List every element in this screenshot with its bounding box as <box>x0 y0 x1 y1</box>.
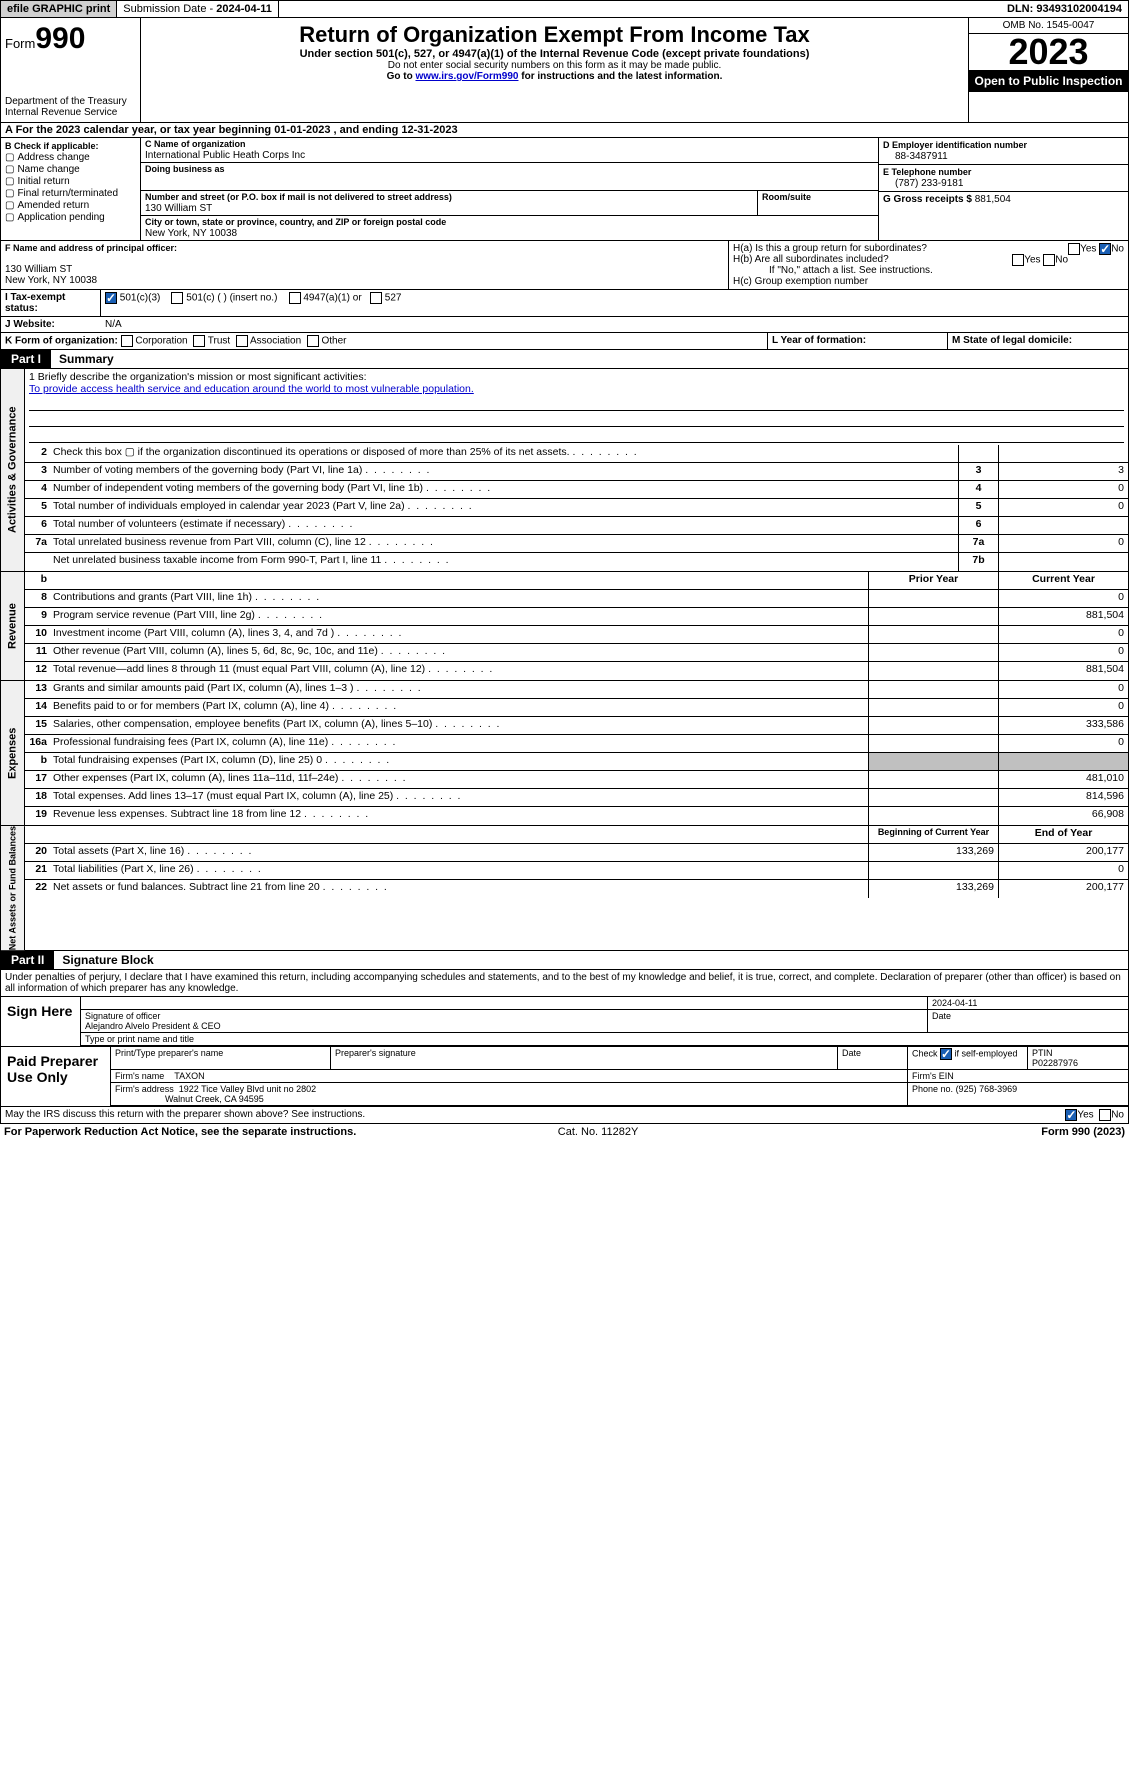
tax-year: 2023 <box>969 34 1128 70</box>
ptin: P02287976 <box>1032 1058 1078 1068</box>
gross-receipts: 881,504 <box>975 194 1011 205</box>
hb-no[interactable] <box>1043 254 1055 266</box>
rev-label: Revenue <box>1 572 25 680</box>
chk-address-change[interactable]: Address change <box>5 152 136 163</box>
irs-label: Internal Revenue Service <box>5 107 136 118</box>
dln: DLN: 93493102004194 <box>1001 1 1128 17</box>
chk-final-return[interactable]: Final return/terminated <box>5 188 136 199</box>
row-k-l-m: K Form of organization: Corporation Trus… <box>0 333 1129 350</box>
paid-preparer-label: Paid Preparer Use Only <box>1 1047 111 1106</box>
hb-yes[interactable] <box>1012 254 1024 266</box>
submission-date: Submission Date - 2024-04-11 <box>117 1 279 17</box>
row-f-h: F Name and address of principal officer:… <box>0 241 1129 290</box>
chk-self-employed[interactable] <box>940 1048 952 1060</box>
irs-link[interactable]: www.irs.gov/Form990 <box>415 71 518 82</box>
firm-name: TAXON <box>174 1071 204 1081</box>
row-j-website: J Website: N/A <box>0 317 1129 333</box>
chk-assoc[interactable] <box>236 335 248 347</box>
mission-question: 1 Briefly describe the organization's mi… <box>29 371 1124 383</box>
section-d-e-g: D Employer identification number88-34879… <box>878 138 1128 240</box>
chk-other[interactable] <box>307 335 319 347</box>
revenue-section: Revenue bPrior YearCurrent Year 8Contrib… <box>0 572 1129 681</box>
part-2-header: Part II Signature Block <box>0 951 1129 970</box>
form-title: Return of Organization Exempt From Incom… <box>145 22 964 48</box>
section-a-period: A For the 2023 calendar year, or tax yea… <box>0 123 1129 138</box>
header-grid: B Check if applicable: Address change Na… <box>0 138 1129 241</box>
chk-name-change[interactable]: Name change <box>5 164 136 175</box>
officer-addr1: 130 William ST <box>5 264 724 275</box>
city-state-zip: New York, NY 10038 <box>145 228 237 239</box>
subtitle-1: Under section 501(c), 527, or 4947(a)(1)… <box>145 48 964 60</box>
signature-block: Under penalties of perjury, I declare th… <box>0 970 1129 1107</box>
ein: 88-3487911 <box>883 151 948 162</box>
chk-4947[interactable] <box>289 292 301 304</box>
chk-501c[interactable] <box>171 292 183 304</box>
form-header: Form990 Department of the Treasury Inter… <box>0 18 1129 123</box>
chk-527[interactable] <box>370 292 382 304</box>
form-footer: For Paperwork Reduction Act Notice, see … <box>0 1124 1129 1140</box>
officer-addr2: New York, NY 10038 <box>5 275 724 286</box>
firm-city: Walnut Creek, CA 94595 <box>165 1094 264 1104</box>
street-address: 130 William ST <box>145 203 212 214</box>
net-assets-section: Net Assets or Fund Balances Beginning of… <box>0 826 1129 951</box>
exp-label: Expenses <box>1 681 25 825</box>
discuss-no[interactable] <box>1099 1109 1111 1121</box>
sig-date: 2024-04-11 <box>928 997 1128 1009</box>
row-i-tax-status: I Tax-exempt status: 501(c)(3) 501(c) ( … <box>0 290 1129 317</box>
expenses-section: Expenses 13Grants and similar amounts pa… <box>0 681 1129 826</box>
form-number: Form990 <box>5 22 136 56</box>
section-b-checkboxes: B Check if applicable: Address change Na… <box>1 138 141 240</box>
org-name: International Public Heath Corps Inc <box>145 150 305 161</box>
phone: (787) 233-9181 <box>883 178 963 189</box>
perjury-declaration: Under penalties of perjury, I declare th… <box>1 970 1128 996</box>
officer-name: Alejandro Alvelo President & CEO <box>85 1021 221 1031</box>
dept-treasury: Department of the Treasury <box>5 96 136 107</box>
chk-trust[interactable] <box>193 335 205 347</box>
chk-initial-return[interactable]: Initial return <box>5 176 136 187</box>
preparer-phone: (925) 768-3969 <box>956 1084 1018 1094</box>
ag-label: Activities & Governance <box>1 369 25 571</box>
chk-amended[interactable]: Amended return <box>5 200 136 211</box>
discuss-yes[interactable] <box>1065 1109 1077 1121</box>
na-label: Net Assets or Fund Balances <box>1 826 25 950</box>
subtitle-2: Do not enter social security numbers on … <box>145 60 964 71</box>
chk-corp[interactable] <box>121 335 133 347</box>
ha-no[interactable] <box>1099 243 1111 255</box>
open-inspection: Open to Public Inspection <box>969 70 1128 92</box>
sign-here-label: Sign Here <box>1 997 81 1046</box>
subtitle-3: Go to www.irs.gov/Form990 for instructio… <box>145 71 964 82</box>
chk-app-pending[interactable]: Application pending <box>5 212 136 223</box>
ha-yes[interactable] <box>1068 243 1080 255</box>
chk-501c3[interactable] <box>105 292 117 304</box>
top-bar: efile GRAPHIC print Submission Date - 20… <box>0 0 1129 18</box>
efile-btn[interactable]: efile GRAPHIC print <box>1 1 117 17</box>
activities-governance-section: Activities & Governance 1 Briefly descri… <box>0 369 1129 572</box>
section-c: C Name of organizationInternational Publ… <box>141 138 878 240</box>
website-value: N/A <box>101 317 126 332</box>
part-1-header: Part I Summary <box>0 350 1129 369</box>
mission-text: To provide access health service and edu… <box>29 383 1124 395</box>
discuss-row: May the IRS discuss this return with the… <box>0 1107 1129 1124</box>
firm-address: 1922 Tice Valley Blvd unit no 2802 <box>179 1084 316 1094</box>
